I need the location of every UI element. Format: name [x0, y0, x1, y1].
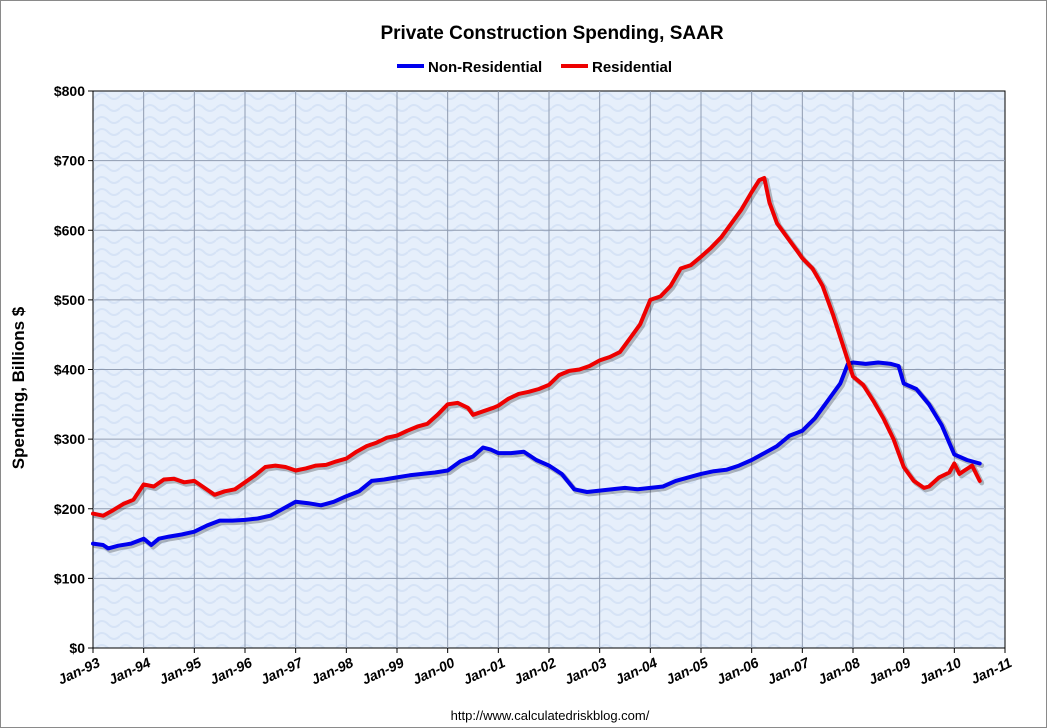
y-tick-label: $300 [54, 431, 85, 447]
x-tick-label: Jan-00 [410, 654, 457, 687]
x-tick-label: Jan-11 [968, 654, 1014, 687]
x-tick-label: Jan-99 [359, 654, 406, 687]
y-tick-label: $600 [54, 222, 85, 238]
y-tick-label: $700 [54, 153, 85, 169]
data-series [91, 176, 985, 553]
x-tick-label: Jan-08 [815, 654, 862, 687]
series-line-non-residential [91, 360, 982, 551]
legend-label-residential: Residential [592, 59, 672, 76]
grid-lines [93, 91, 1005, 648]
y-tick-label: $500 [54, 292, 85, 308]
x-tick-label: Jan-94 [106, 654, 153, 687]
legend: Non-Residential Residential [397, 59, 672, 76]
y-tick-label: $400 [54, 362, 85, 378]
x-tick-label: Jan-96 [207, 654, 254, 687]
y-axis-ticks: $0 $100 $200 $300 $400 $500 $600 $700 $800 [54, 83, 93, 656]
x-tick-label: Jan-04 [613, 654, 660, 687]
x-tick-label: Jan-06 [714, 654, 761, 687]
x-tick-label: Jan-02 [511, 654, 558, 687]
x-tick-label: Jan-01 [461, 654, 508, 687]
y-tick-label: $200 [54, 501, 85, 517]
x-tick-label: Jan-10 [917, 654, 964, 687]
chart-title: Private Construction Spending, SAAR [380, 23, 723, 44]
y-tick-label: $100 [54, 570, 85, 586]
x-tick-label: Jan-93 [55, 654, 102, 687]
x-tick-label: Jan-09 [866, 654, 913, 687]
source-url: http://www.calculatedriskblog.com/ [451, 708, 650, 723]
y-axis-label: Spending, Billions $ [9, 306, 28, 469]
x-tick-label: Jan-05 [663, 654, 710, 687]
y-tick-label: $800 [54, 83, 85, 99]
x-tick-label: Jan-07 [765, 654, 813, 688]
x-tick-label: Jan-95 [157, 654, 204, 687]
x-tick-label: Jan-03 [562, 654, 609, 687]
x-axis-ticks: Jan-93 Jan-94 Jan-95 Jan-96 Jan-97 Jan-98 Jan-… [55, 648, 1014, 687]
series-line-residential [91, 176, 982, 518]
y-tick-label: $0 [69, 640, 85, 656]
x-tick-label: Jan-97 [258, 654, 306, 688]
legend-label-non-residential: Non-Residential [428, 59, 542, 76]
x-tick-label: Jan-98 [309, 654, 356, 687]
